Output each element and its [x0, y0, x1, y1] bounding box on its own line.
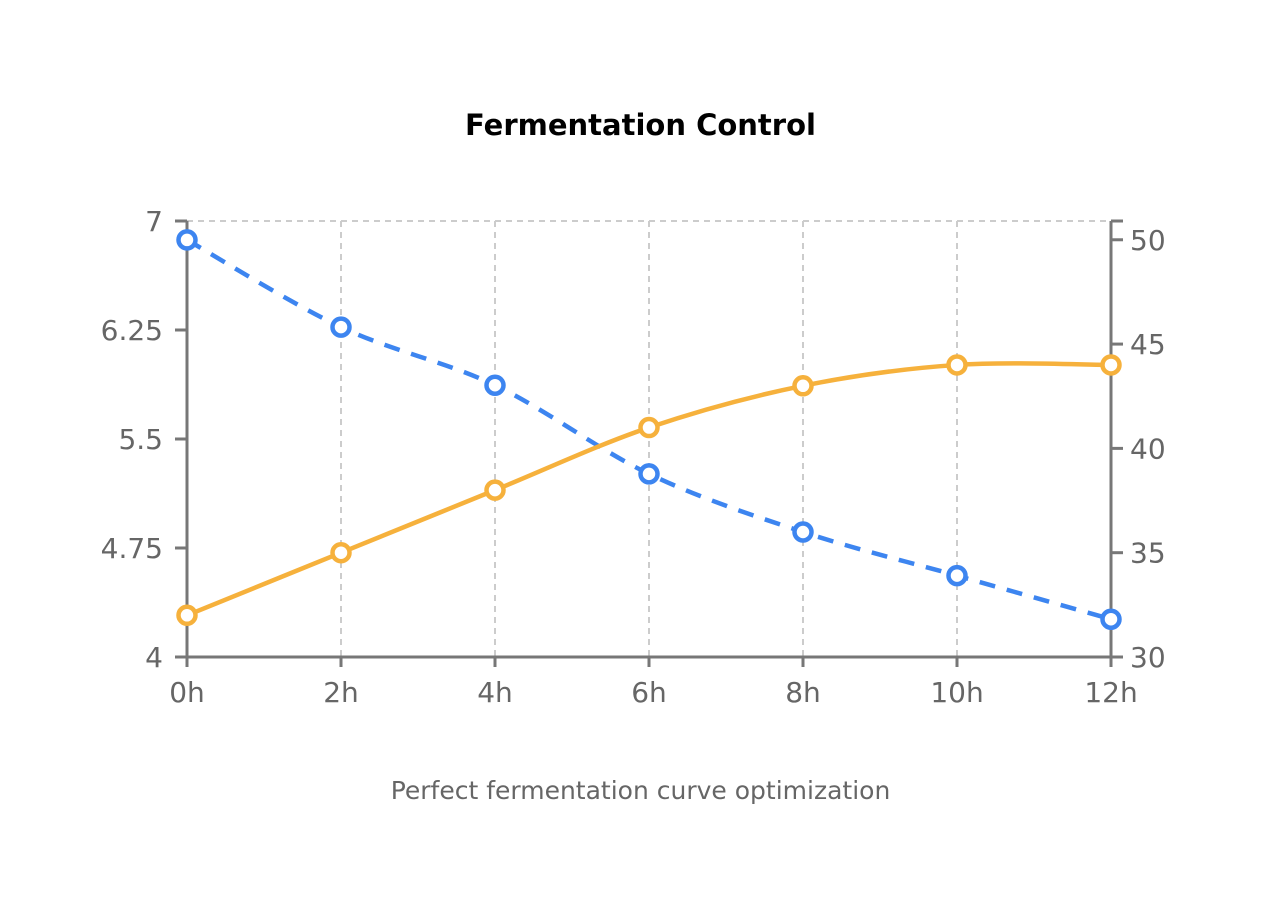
- y-left-tick-label: 4: [145, 641, 163, 674]
- series-2-point: [176, 604, 198, 627]
- series-1-point: [1100, 608, 1122, 630]
- series-1-point: [176, 229, 198, 251]
- y-right-tick-label: 45: [1130, 328, 1166, 361]
- series-1-point: [330, 316, 352, 338]
- x-tick-label: 2h: [323, 676, 359, 709]
- series-1-point: [638, 463, 660, 485]
- x-tick-label: 6h: [631, 676, 667, 709]
- series: [176, 229, 1122, 630]
- x-tick-label: 4h: [477, 676, 513, 709]
- y-right-tick-label: 40: [1130, 432, 1166, 465]
- x-tick-label: 8h: [785, 676, 821, 709]
- chart-subtitle: Perfect fermentation curve optimization: [390, 776, 891, 805]
- x-tick-label: 0h: [169, 676, 205, 709]
- grid: [187, 220, 1111, 657]
- axes: [175, 219, 1123, 667]
- y-left-tick-label: 6.25: [101, 314, 163, 347]
- series-1-point: [792, 521, 814, 543]
- y-right-tick-label: 30: [1130, 641, 1166, 674]
- chart-title: Fermentation Control: [465, 108, 816, 142]
- series-1-point: [946, 564, 968, 587]
- y-right-tick-label: 50: [1130, 224, 1166, 257]
- series-2-point: [484, 479, 506, 501]
- series-1-point: [484, 374, 506, 396]
- y-left-tick-label: 7: [145, 205, 163, 238]
- series-2-point: [792, 375, 814, 397]
- series-2-point: [330, 541, 352, 564]
- y-right-tick-label: 35: [1130, 537, 1166, 570]
- series-2-point: [946, 354, 968, 376]
- tick-labels: 0h 2h 4h 6h 8h 10h 12h 4 4.75 5.5 6.25 7 30 35 40 45 50: [101, 205, 1166, 709]
- x-tick-label: 10h: [930, 676, 983, 709]
- series-2-point: [1100, 354, 1122, 376]
- series-2-point: [638, 416, 660, 439]
- y-left-tick-label: 4.75: [101, 532, 163, 565]
- y-left-tick-label: 5.5: [118, 423, 163, 456]
- x-tick-label: 12h: [1084, 676, 1137, 709]
